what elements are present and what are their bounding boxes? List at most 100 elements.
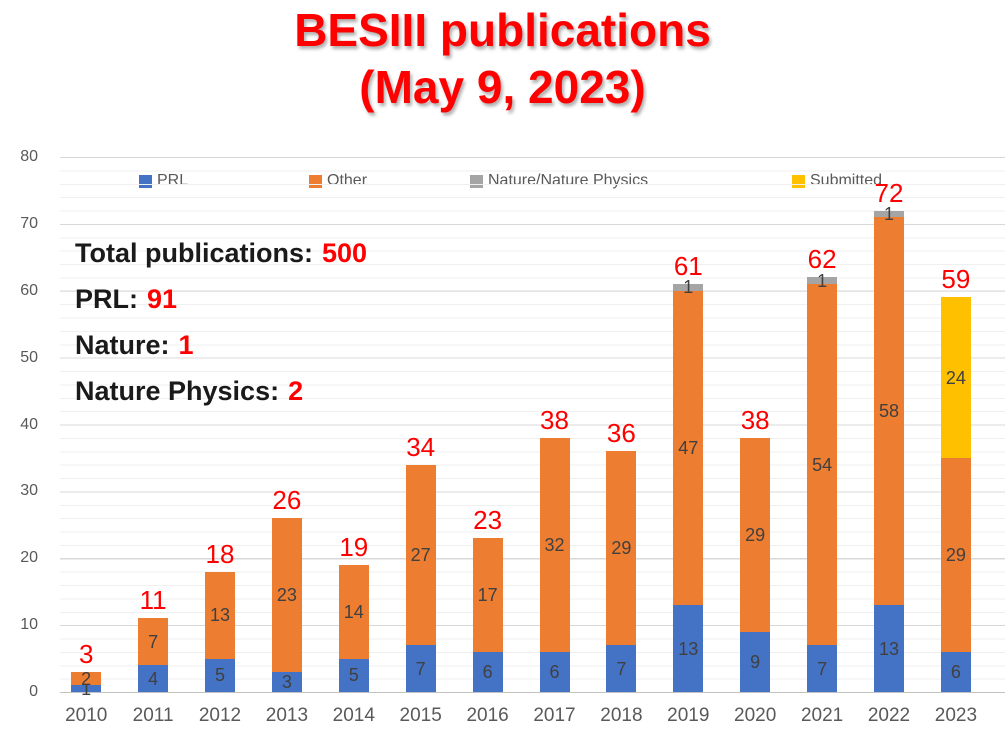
segment-value-label: 5 (214, 665, 225, 686)
total-label: 26 (272, 485, 302, 516)
segment-value-label: 6 (950, 661, 961, 682)
stat-value: 1 (178, 330, 194, 360)
y-axis-tick: 20 (20, 549, 38, 567)
stat-prl: PRL: 91 (75, 282, 367, 328)
bar-segment-prl: 5 (338, 658, 369, 692)
segment-value-label: 5 (348, 665, 359, 686)
x-axis-label: 2019 (667, 705, 710, 726)
total-label: 19 (339, 531, 369, 562)
bar-segment-prl: 1 (71, 680, 102, 698)
plot-area: 1 2 3 2010 4 7 11 2011 5 13 18 2012 3 23 26 2013 5 14 19 20… (60, 157, 1005, 726)
bar-segment-prl: 7 (807, 645, 838, 692)
chart-title: BESIII publications (May 9, 2023) (0, 0, 1005, 116)
x-axis-label: 2016 (466, 705, 509, 726)
bar-segment-other: 17 (472, 538, 503, 652)
bar-segment-prl: 6 (940, 651, 971, 692)
stat-label: Nature Physics: (75, 376, 280, 406)
x-axis-label: 2013 (265, 705, 309, 726)
segment-value-label: 6 (482, 661, 493, 682)
y-axis: 0 10 20 30 40 50 60 70 80 (0, 0, 38, 740)
segment-value-label: 29 (611, 538, 632, 559)
bar-segment-other: 54 (807, 284, 838, 646)
stat-value: 500 (322, 238, 368, 268)
stat-nature: Nature: 1 (75, 328, 367, 374)
bar-segment-other: 23 (271, 518, 302, 672)
bar-segment-nature-nature-physics: 1 (807, 272, 838, 290)
bar-segment-nature-nature-physics: 1 (874, 205, 904, 223)
y-axis-tick: 60 (20, 281, 38, 299)
bar-segment-submitted: 24 (940, 297, 971, 458)
segment-value-label: 7 (616, 658, 627, 679)
x-axis-label: 2021 (800, 705, 844, 726)
stats-block: Total publications: 500 PRL: 91 Nature: 1 N… (75, 236, 367, 420)
x-axis-label: 2022 (867, 705, 911, 726)
stat-label: PRL: (75, 284, 138, 314)
stat-value: 91 (147, 284, 178, 314)
bar-segment-prl: 13 (673, 605, 704, 692)
segment-value-label: 23 (276, 585, 297, 606)
stat-label: Nature: (75, 330, 170, 360)
segment-value-label: 13 (678, 638, 699, 659)
total-label: 38 (540, 404, 569, 435)
bar-segment-prl: 13 (874, 605, 904, 692)
title-line-2: (May 9, 2023) (359, 61, 646, 113)
segment-value-label: 7 (817, 658, 828, 679)
y-axis-tick: 0 (29, 683, 38, 700)
stat-label: Total publications: (75, 238, 313, 268)
y-axis-tick: 30 (20, 482, 38, 500)
total-label: 61 (673, 251, 703, 282)
total-label: 3 (78, 638, 94, 669)
y-axis-tick: 80 (20, 148, 38, 165)
bar-segment-other: 29 (606, 451, 637, 646)
x-axis-label: 2012 (198, 705, 242, 726)
segment-value-label: 2 (81, 668, 92, 689)
x-axis-label: 2010 (65, 705, 108, 726)
total-label: 23 (473, 505, 503, 536)
total-label: 59 (941, 264, 971, 295)
bar-segment-prl: 5 (205, 658, 235, 692)
segment-value-label: 58 (878, 401, 900, 422)
bar-segment-prl: 7 (606, 645, 637, 692)
segment-value-label: 17 (477, 585, 498, 606)
bar-segment-other: 7 (138, 618, 169, 666)
segment-value-label: 7 (415, 658, 426, 679)
bar-segment-other: 29 (940, 457, 971, 652)
bar-segment-other: 29 (740, 437, 771, 632)
bar-segment-nature-nature-physics: 1 (673, 278, 704, 296)
bar-segment-prl: 6 (472, 651, 503, 692)
title-line-1: BESIII publications (294, 4, 711, 56)
segment-value-label: 27 (410, 544, 431, 565)
segment-value-label: 24 (945, 367, 966, 388)
total-label: 11 (139, 585, 167, 616)
segment-value-label: 54 (812, 454, 833, 475)
x-axis-label: 2015 (399, 705, 442, 726)
bar-segment-other: 13 (205, 571, 235, 659)
total-label: 38 (740, 404, 770, 435)
total-label: 72 (874, 177, 904, 208)
segment-value-label: 6 (549, 661, 560, 682)
segment-value-label: 1 (817, 270, 828, 291)
bar-segment-other: 14 (338, 564, 369, 659)
segment-value-label: 13 (209, 605, 231, 626)
bar-segment-other: 27 (405, 464, 436, 646)
x-axis-label: 2020 (734, 705, 777, 726)
bar-segment-other: 47 (673, 290, 704, 606)
total-label: 18 (205, 538, 235, 569)
x-axis-label: 2017 (533, 705, 576, 726)
bar-segment-prl: 6 (539, 651, 570, 692)
y-axis-tick: 50 (20, 348, 38, 366)
segment-value-label: 32 (544, 534, 565, 555)
segment-value-label: 29 (945, 544, 966, 565)
x-axis-label: 2023 (934, 705, 978, 726)
stat-value: 2 (288, 376, 304, 406)
total-label: 34 (406, 431, 436, 462)
total-label: 36 (606, 418, 636, 449)
segment-value-label: 1 (81, 678, 92, 699)
segment-value-label: 4 (148, 668, 159, 689)
bar-segment-prl: 9 (740, 631, 771, 692)
stat-nature-physics: Nature Physics: 2 (75, 374, 367, 420)
segment-value-label: 1 (683, 277, 694, 298)
segment-value-label: 7 (148, 631, 159, 652)
bar-segment-other: 2 (71, 668, 102, 689)
